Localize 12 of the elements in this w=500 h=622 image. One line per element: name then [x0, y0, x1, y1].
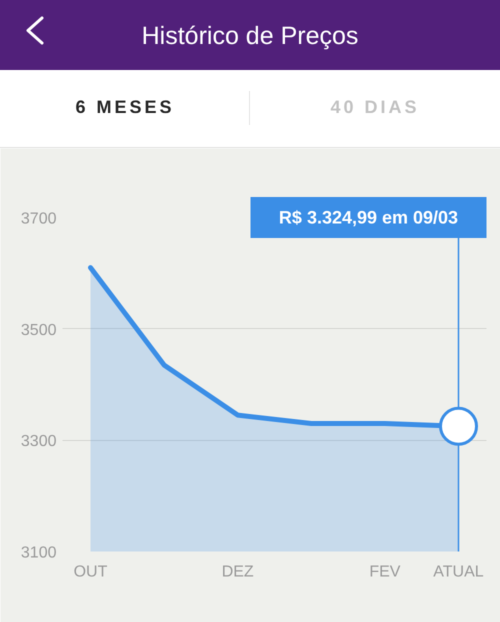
x-tick-label: ATUAL: [433, 564, 484, 580]
text: 6 MESES: [74, 96, 176, 119]
y-tick-label: 3700: [20, 210, 57, 228]
text: 40 DIAS: [329, 96, 421, 119]
x-tick-label: DEZ: [222, 564, 254, 580]
chart-title: Histórico de Preços: [0, 0, 500, 70]
y-tick-label: 3100: [20, 544, 57, 562]
y-tick-label: 3300: [20, 433, 57, 450]
x-tick-label: OUT: [74, 564, 108, 580]
y-tick-label: 3500: [20, 322, 57, 339]
annotation: R$ 3.324,99 em 09/03: [278, 208, 458, 228]
x-tick-label: FEV: [369, 564, 401, 580]
